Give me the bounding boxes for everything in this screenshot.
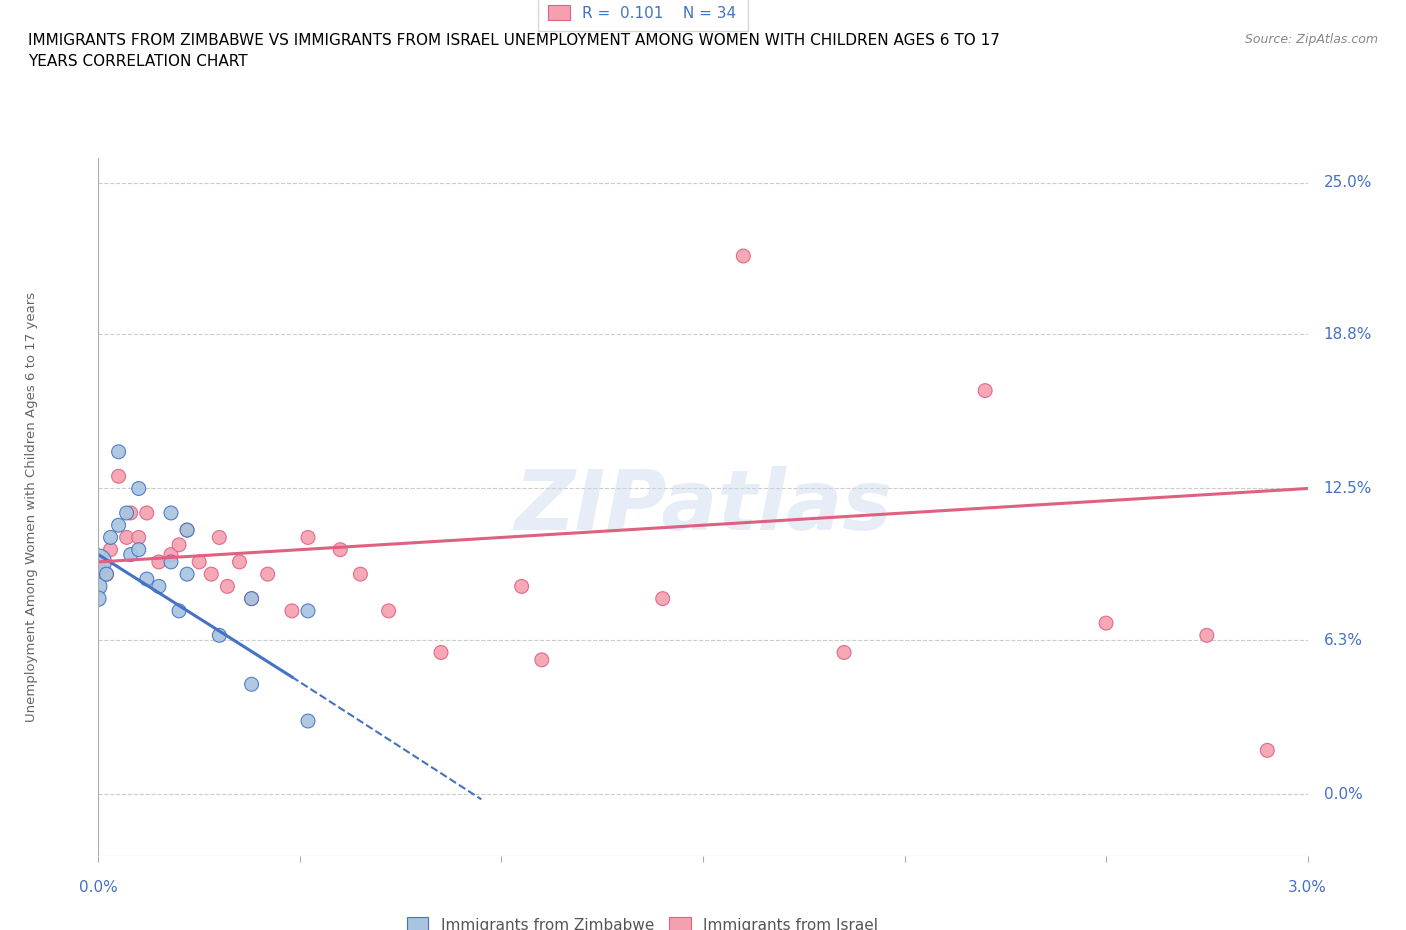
Point	[87, 591, 110, 606]
Text: Source: ZipAtlas.com: Source: ZipAtlas.com	[1244, 33, 1378, 46]
Point	[297, 530, 319, 545]
Point	[115, 530, 138, 545]
Point	[430, 645, 453, 660]
Point	[96, 566, 118, 581]
Point	[128, 481, 150, 496]
Point	[188, 554, 211, 569]
Point	[120, 547, 142, 562]
Point	[135, 572, 157, 587]
Point	[167, 538, 190, 552]
Point	[329, 542, 352, 557]
Text: ZIPatlas: ZIPatlas	[515, 466, 891, 548]
Point	[115, 506, 138, 521]
Legend: Immigrants from Zimbabwe, Immigrants from Israel: Immigrants from Zimbabwe, Immigrants fro…	[401, 910, 884, 930]
Point	[160, 554, 183, 569]
Point	[160, 547, 183, 562]
Point	[148, 579, 170, 594]
Point	[208, 628, 231, 643]
Text: 12.5%: 12.5%	[1323, 481, 1372, 496]
Point	[107, 445, 129, 459]
Point	[1256, 743, 1278, 758]
Point	[148, 554, 170, 569]
Point	[107, 518, 129, 533]
Point	[1095, 616, 1118, 631]
Point	[651, 591, 673, 606]
Point	[200, 566, 222, 581]
Point	[530, 652, 553, 667]
Point	[87, 554, 110, 569]
Point	[176, 523, 198, 538]
Point	[208, 530, 231, 545]
Point	[167, 604, 190, 618]
Point	[100, 542, 122, 557]
Text: IMMIGRANTS FROM ZIMBABWE VS IMMIGRANTS FROM ISRAEL UNEMPLOYMENT AMONG WOMEN WITH: IMMIGRANTS FROM ZIMBABWE VS IMMIGRANTS F…	[28, 33, 1000, 69]
Point	[176, 523, 198, 538]
Point	[832, 645, 855, 660]
Text: Unemployment Among Women with Children Ages 6 to 17 years: Unemployment Among Women with Children A…	[25, 292, 38, 722]
Point	[240, 677, 263, 692]
Point	[128, 542, 150, 557]
Text: 18.8%: 18.8%	[1323, 326, 1372, 342]
Point	[297, 604, 319, 618]
Point	[87, 579, 110, 594]
Point	[160, 506, 183, 521]
Text: 3.0%: 3.0%	[1288, 880, 1327, 895]
Point	[377, 604, 399, 618]
Point	[128, 530, 150, 545]
Point	[1195, 628, 1218, 643]
Point	[240, 591, 263, 606]
Text: 0.0%: 0.0%	[79, 880, 118, 895]
Point	[349, 566, 371, 581]
Point	[100, 530, 122, 545]
Point	[228, 554, 250, 569]
Point	[974, 383, 997, 398]
Point	[176, 566, 198, 581]
Point	[96, 566, 118, 581]
Point	[107, 469, 129, 484]
Point	[510, 579, 533, 594]
Point	[297, 713, 319, 728]
Text: 0.0%: 0.0%	[1323, 787, 1362, 802]
Point	[120, 506, 142, 521]
Point	[240, 591, 263, 606]
Point	[256, 566, 278, 581]
Point	[135, 506, 157, 521]
Point	[281, 604, 304, 618]
Text: 6.3%: 6.3%	[1323, 632, 1362, 647]
Point	[217, 579, 239, 594]
Text: 25.0%: 25.0%	[1323, 175, 1372, 190]
Point	[87, 554, 110, 569]
Point	[733, 248, 755, 263]
